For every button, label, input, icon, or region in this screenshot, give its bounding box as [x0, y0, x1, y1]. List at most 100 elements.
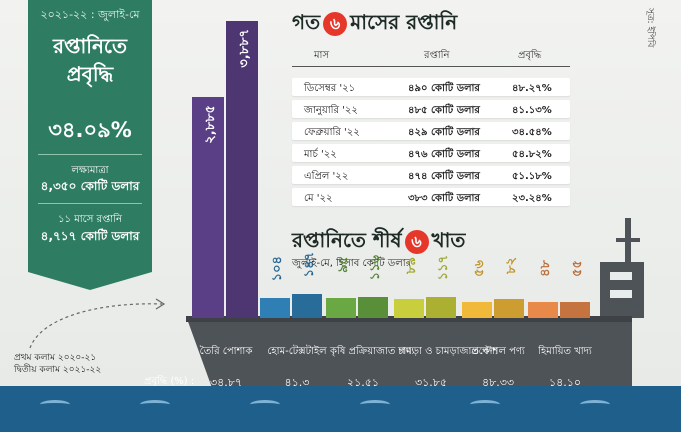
table-title-prefix: গত — [292, 10, 321, 34]
bar-value-label: ১৪৭ — [302, 252, 317, 278]
ship-deck — [186, 316, 632, 322]
headline-line-1: রপ্তানিতে — [53, 34, 127, 58]
column-note-first: প্রথম কলাম ২০২০-২১ — [14, 353, 97, 363]
table-header: মাস রপ্তানি প্রবৃদ্ধি — [292, 48, 570, 64]
bar-value-label: ১১৬ — [368, 255, 383, 281]
bar-2020-21 — [394, 299, 424, 318]
growth-value: ৪৮.৩৩ — [481, 376, 515, 389]
row-growth: ৪৮.২৭% — [512, 83, 552, 94]
bar-2021-22 — [292, 294, 322, 318]
bar-value-label: ৯৫ — [336, 256, 351, 273]
bar-2020-21 — [528, 302, 558, 318]
bar-value-label: ৩,৮৮৭ — [237, 29, 252, 68]
header-export: রপ্তানি — [424, 50, 450, 61]
row-growth: ৫৪.৮২% — [512, 149, 552, 160]
growth-value: ৩১.৮৫ — [414, 376, 448, 389]
bar-value-label: ১১৭ — [436, 255, 451, 281]
growth-row-label: প্রবৃদ্ধি (%) : — [144, 376, 195, 387]
ship-window — [610, 290, 632, 298]
row-month: মার্চ '২২ — [304, 149, 337, 160]
table-title-number: ৬ — [323, 11, 348, 36]
wave-icon — [470, 400, 500, 409]
panel-tip — [28, 272, 152, 290]
growth-value: ৩৪.৮৭ — [209, 376, 243, 389]
row-export: ৪৭৪ কোটি ডলার — [408, 171, 480, 182]
sector-subtitle: জুলাই-মে, হিসাব কোটি ডলার — [292, 258, 412, 269]
wave-icon — [580, 400, 610, 409]
header-growth: প্রবৃদ্ধি — [518, 50, 542, 61]
bar-2021-22 — [494, 299, 524, 318]
eleven-month-value: ৪,৭১৭ কোটি ডলার — [40, 229, 140, 243]
bar-2021-22 — [358, 297, 388, 318]
target-value: ৪,৩৫০ কোটি ডলার — [40, 179, 140, 193]
category-label: প্রকৌশল পণ্য — [471, 346, 525, 357]
ship-window — [610, 272, 632, 280]
bar-value-label: ৮২ — [504, 257, 519, 274]
sea — [0, 386, 681, 432]
bar-2020-21 — [260, 298, 290, 318]
column-note-second: দ্বিতীয় কলাম ২০২১-২২ — [14, 365, 102, 375]
sector-title-prefix: রপ্তানিতে শীর্ষ — [292, 228, 402, 252]
eleven-month-label: ১১ মাসে রপ্তানি — [58, 214, 122, 225]
source-note: সূত্র: ইপিবি — [645, 8, 655, 48]
table-row: মে '২২ ৩৮৩ কোটি ডলার ২৩.২৪% — [292, 188, 570, 206]
bar-2020-21 — [462, 302, 492, 318]
category-label: কৃষি প্রক্রিয়াজাত পণ্য — [330, 346, 415, 357]
wave-icon — [250, 400, 280, 409]
category-label: চামড়া ও চামড়াজাত পণ্য — [398, 346, 498, 357]
summary-panel: ২০২১-২২ : জুলাই-মে রপ্তানিতে প্রবৃদ্ধি ৩… — [28, 0, 152, 272]
row-export: ৪৯০ কোটি ডলার — [408, 83, 480, 94]
bar-value-label: ২,৮৮৫ — [203, 105, 218, 144]
sector-title-suffix: খাত — [431, 228, 466, 252]
column-note: প্রথম কলাম ২০২০-২১ দ্বিতীয় কলাম ২০২১-২২ — [14, 352, 101, 376]
ship-mast-arm — [616, 238, 640, 242]
ship-hull — [186, 316, 632, 390]
bar-2021-22 — [226, 21, 258, 318]
target-label: লক্ষ্যমাত্রা — [71, 165, 109, 176]
row-month: জানুয়ারি '২২ — [304, 105, 358, 116]
header-month: মাস — [314, 50, 330, 61]
wave-icon — [360, 400, 390, 409]
bar-2020-21 — [326, 298, 356, 318]
bar-2021-22 — [560, 302, 590, 318]
table-row: ডিসেম্বর '২১ ৪৯০ কোটি ডলার ৪৮.২৭% — [292, 78, 570, 96]
wave-icon — [140, 400, 170, 409]
bar-value-label: ৪৮ — [538, 260, 553, 277]
headline-line-2: প্রবৃদ্ধি — [66, 62, 114, 86]
growth-value: ১৪.১০ — [548, 376, 582, 389]
row-export: ৩৮৩ কোটি ডলার — [408, 193, 480, 204]
sector-title: রপ্তানিতে শীর্ষ ৬ খাত — [292, 226, 465, 259]
growth-value: ২১.৫১ — [346, 376, 380, 389]
note-arrow-icon — [29, 298, 166, 349]
row-month: মে '২২ — [304, 193, 333, 204]
table-title-suffix: মাসের রপ্তানি — [350, 10, 458, 34]
panel-divider — [38, 154, 142, 155]
category-label: হিমায়িত খাদ্য — [538, 346, 592, 357]
row-export: ৪২৯ কোটি ডলার — [408, 127, 480, 138]
table-row: ফেব্রুয়ারি '২২ ৪২৯ কোটি ডলার ৩৪.৫৪% — [292, 122, 570, 140]
header-rule — [292, 66, 570, 67]
bar-2020-21 — [192, 97, 224, 318]
row-export: ৪৮৫ কোটি ডলার — [408, 105, 480, 116]
bar-value-label: ১০৪ — [270, 256, 285, 282]
row-growth: ৩৪.৫৪% — [512, 127, 552, 138]
headline: রপ্তানিতে প্রবৃদ্ধি — [28, 32, 152, 88]
row-month: ফেব্রুয়ারি '২২ — [304, 127, 360, 138]
bar-value-label: ৫৬ — [472, 260, 487, 277]
growth-percent: ৩৪.০৯% — [48, 118, 132, 142]
wave-icon — [40, 400, 70, 409]
bar-value-label: ৮৯ — [404, 257, 419, 274]
table-row: মার্চ '২২ ৪৭৬ কোটি ডলার ৫৪.৮২% — [292, 144, 570, 162]
sector-title-number: ৬ — [404, 229, 429, 254]
row-export: ৪৭৬ কোটি ডলার — [408, 149, 480, 160]
category-label: তৈরি পোশাক — [199, 346, 253, 357]
period-label: ২০২১-২২ : জুলাই-মে — [40, 8, 140, 21]
growth-value: ৪১.৩ — [284, 376, 310, 389]
bar-value-label: ৫৫ — [570, 260, 585, 277]
row-month: এপ্রিল '২২ — [304, 171, 349, 182]
row-month: ডিসেম্বর '২১ — [304, 83, 356, 94]
panel-divider — [38, 203, 142, 204]
table-row: এপ্রিল '২২ ৪৭৪ কোটি ডলার ৫১.১৮% — [292, 166, 570, 184]
table-row: জানুয়ারি '২২ ৪৮৫ কোটি ডলার ৪১.১৩% — [292, 100, 570, 118]
